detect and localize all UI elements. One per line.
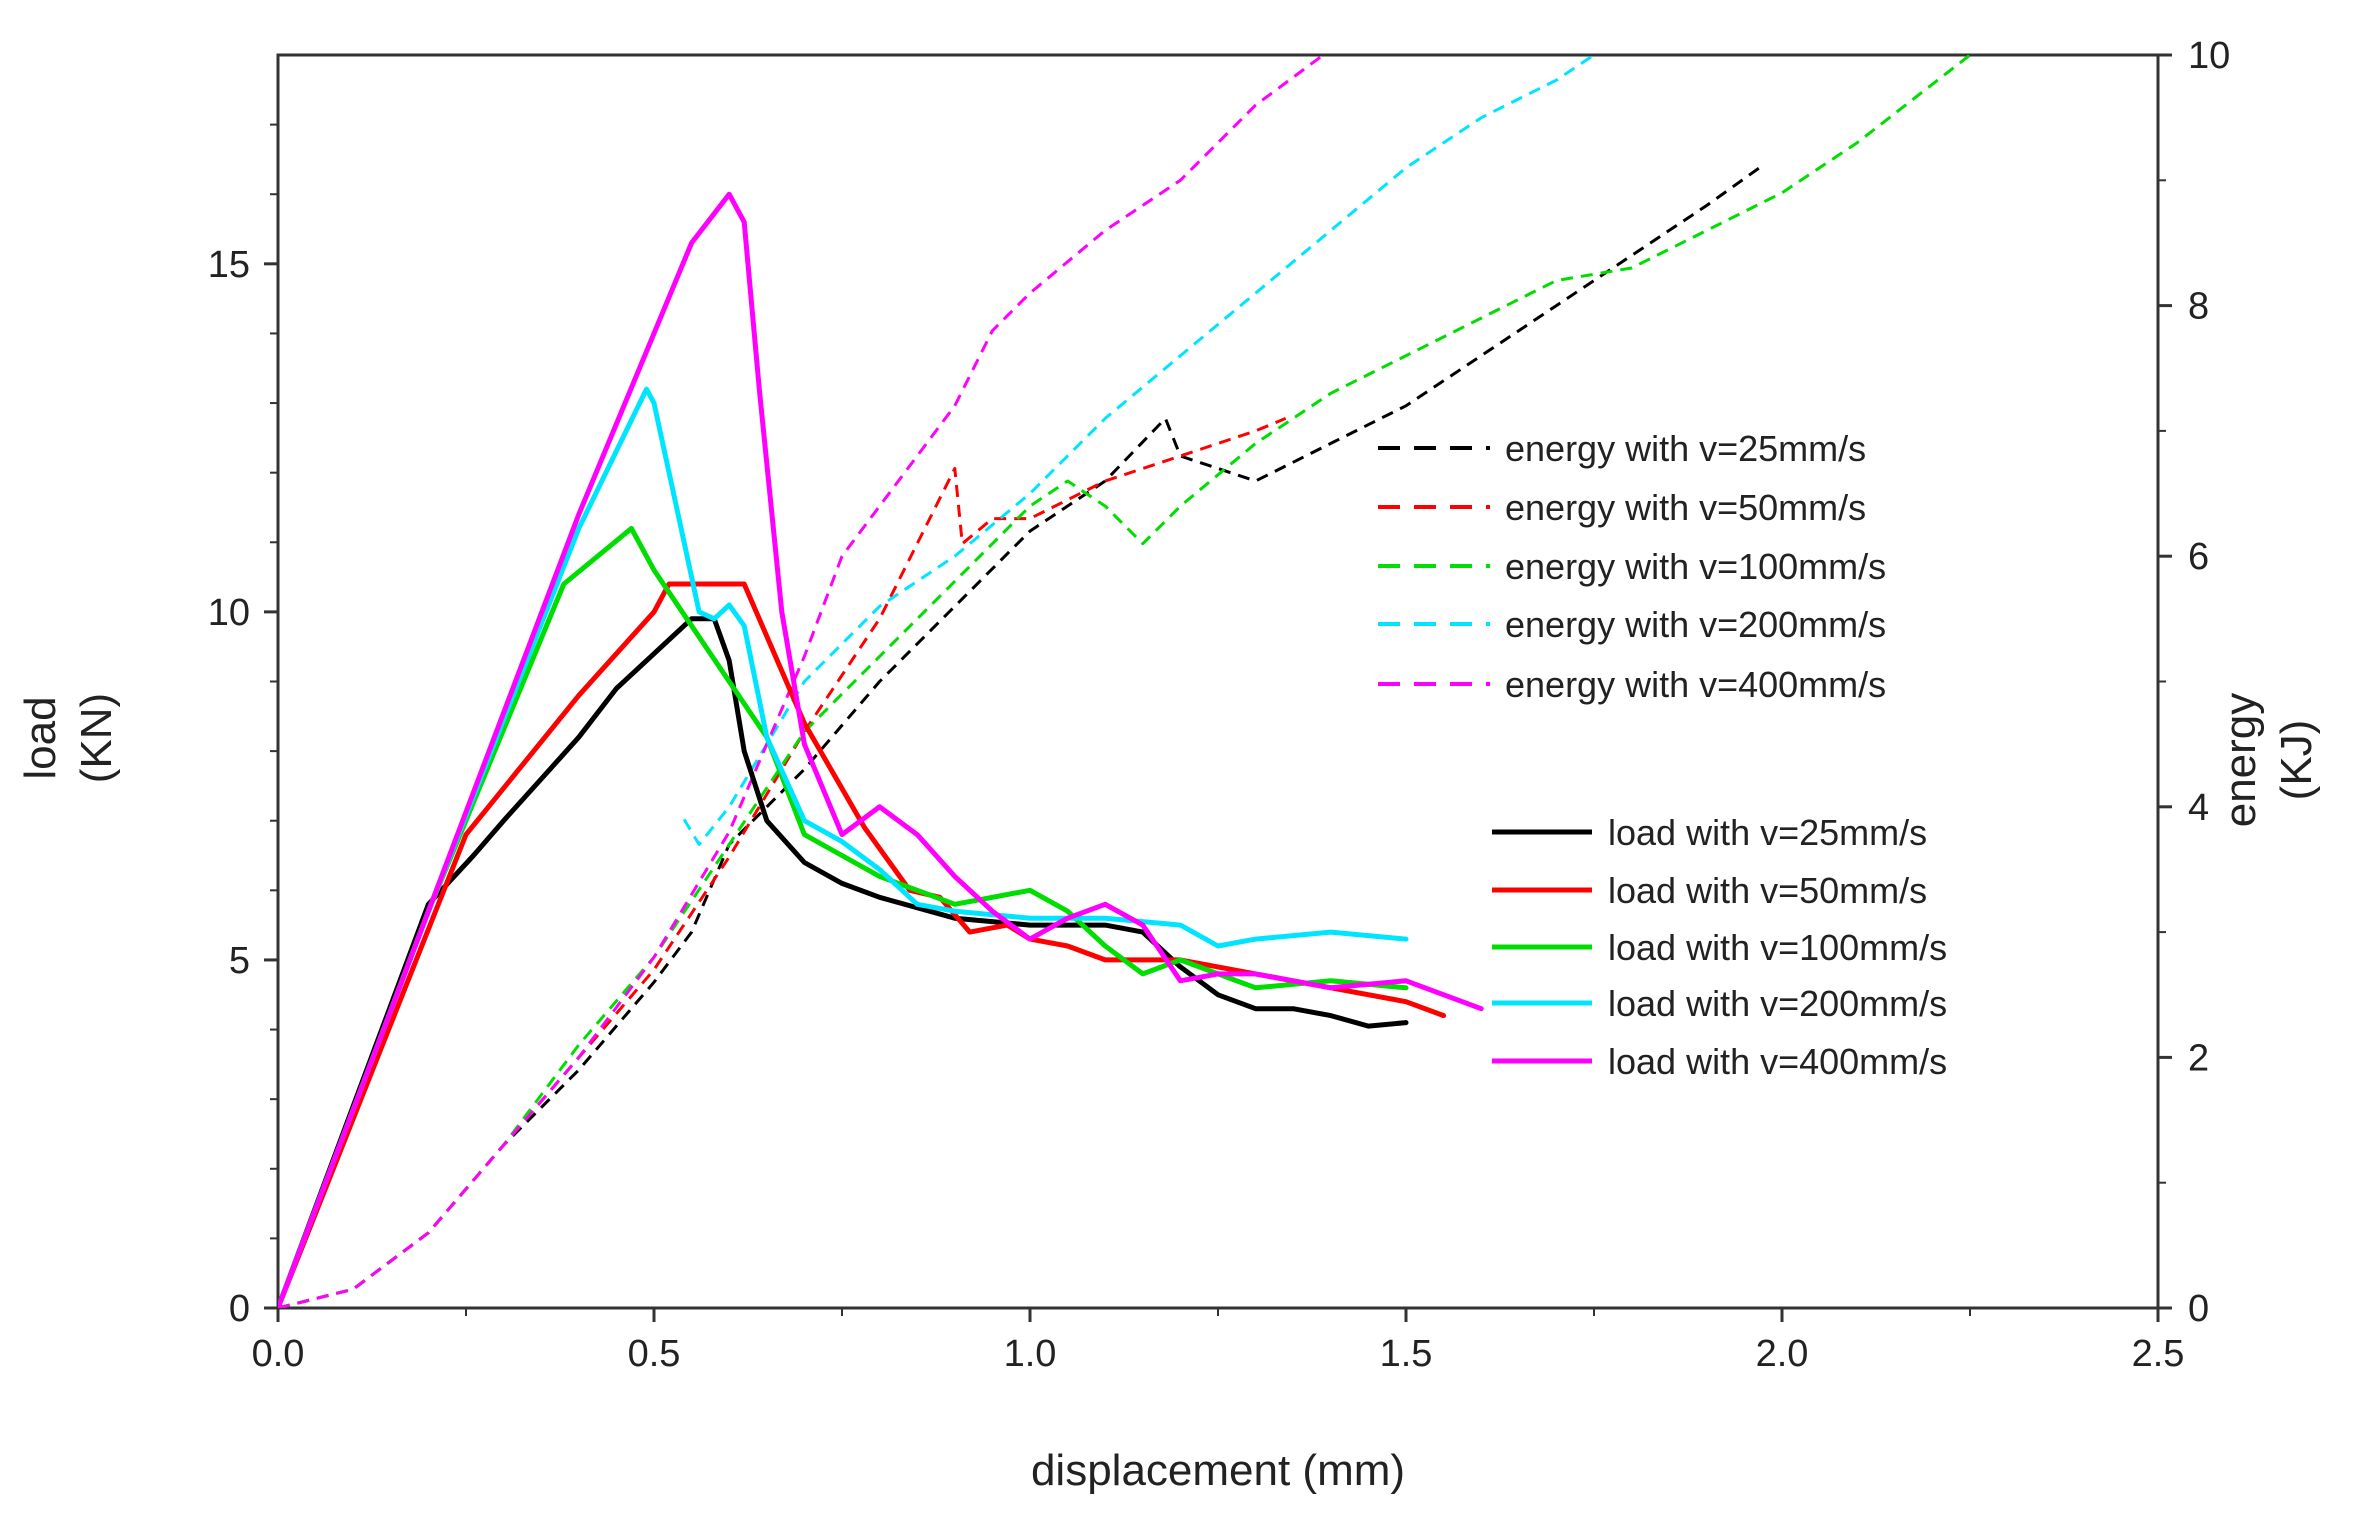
series-group [278, 55, 1971, 1308]
y-right-axis-label-line2: (KJ) [2272, 720, 2321, 801]
legend-energy-label-100: energy with v=100mm/s [1505, 546, 1886, 587]
legend-energy: energy with v=25mm/s energy with v=50mm/… [1378, 428, 1886, 705]
legend-load-label-25: load with v=25mm/s [1608, 812, 1927, 853]
y-left-tick-label: 5 [229, 940, 250, 982]
y-right-axis-label-line1: energy [2216, 693, 2265, 828]
x-tick-label: 1.0 [1004, 1333, 1057, 1375]
y-right-axis-ticks: 0 2 4 6 8 10 [2158, 35, 2230, 1330]
energy-series-line-3 [682, 55, 1595, 846]
legend-load-label-200: load with v=200mm/s [1608, 983, 1947, 1024]
legend-energy-label-400: energy with v=400mm/s [1505, 664, 1886, 705]
y-left-axis-ticks: 0 5 10 15 [208, 123, 278, 1330]
legend-load-label-50: load with v=50mm/s [1608, 870, 1927, 911]
load-series-line-0 [278, 616, 1409, 1308]
load-series-line-4 [278, 191, 1484, 1308]
y-left-axis-label: load (KN) [16, 693, 121, 783]
legend-load: load with v=25mm/s load with v=50mm/s lo… [1492, 812, 1947, 1082]
x-tick-label: 0.5 [628, 1333, 681, 1375]
x-axis-label: displacement (mm) [1031, 1446, 1405, 1495]
y-left-axis-label-line1: load [16, 696, 65, 779]
y-left-tick-label: 10 [208, 592, 250, 634]
y-left-tick-label: 0 [229, 1288, 250, 1330]
load-series-line-3 [278, 386, 1409, 1308]
x-axis-ticks: 0.0 0.5 1.0 1.5 2.0 2.5 [252, 1308, 2185, 1375]
legend-load-label-100: load with v=100mm/s [1608, 927, 1947, 968]
y-left-tick-label: 15 [208, 244, 250, 286]
legend-energy-label-25: energy with v=25mm/s [1505, 428, 1866, 469]
x-tick-label: 2.5 [2132, 1333, 2185, 1375]
legend-load-label-400: load with v=400mm/s [1608, 1041, 1947, 1082]
y-right-tick-label: 2 [2188, 1037, 2209, 1079]
y-right-tick-label: 6 [2188, 536, 2209, 578]
y-right-tick-label: 8 [2188, 286, 2209, 328]
load-series-line-1 [278, 581, 1447, 1308]
energy-series-line-4 [278, 55, 1325, 1308]
y-right-tick-label: 10 [2188, 35, 2230, 77]
x-tick-label: 2.0 [1756, 1333, 1809, 1375]
energy-series-line-0 [278, 166, 1761, 1308]
x-tick-label: 0.0 [252, 1333, 305, 1375]
y-left-axis-label-line2: (KN) [72, 693, 121, 783]
energy-series-line-2 [278, 55, 1971, 1308]
legend-energy-label-50: energy with v=50mm/s [1505, 487, 1866, 528]
y-right-tick-label: 0 [2188, 1288, 2209, 1330]
energy-series-line-1 [278, 417, 1287, 1308]
y-right-axis-label: energy (KJ) [2216, 693, 2321, 828]
y-right-tick-label: 4 [2188, 787, 2209, 829]
legend-energy-label-200: energy with v=200mm/s [1505, 604, 1886, 645]
load-series-line-2 [278, 525, 1409, 1308]
x-tick-label: 1.5 [1380, 1333, 1433, 1375]
